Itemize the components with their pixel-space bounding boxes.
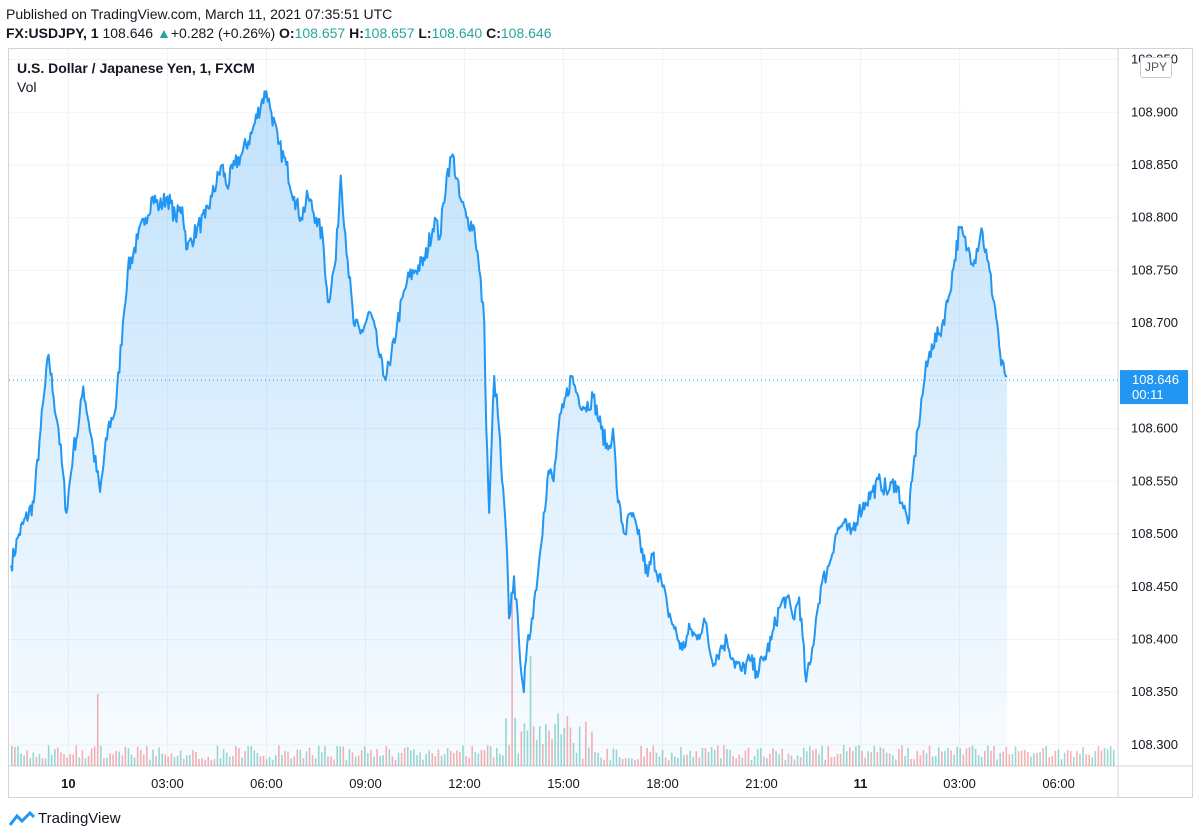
x-tick-label: 09:00 — [349, 776, 382, 791]
y-tick-label: 108.550 — [1131, 473, 1178, 488]
y-tick-label: 108.450 — [1131, 579, 1178, 594]
volume-bar — [1103, 747, 1106, 766]
volume-bar — [1079, 753, 1081, 766]
open-value: 108.657 — [294, 25, 346, 41]
high-value: 108.657 — [363, 25, 415, 41]
volume-bar — [1045, 746, 1048, 766]
volume-bar — [1036, 752, 1038, 766]
volume-bar — [1014, 746, 1017, 766]
last-price: 108.646 — [102, 25, 154, 41]
close-value: 108.646 — [500, 25, 552, 41]
volume-bar — [1026, 752, 1029, 766]
volume-bar — [1066, 750, 1069, 766]
x-tick-label: 03:00 — [943, 776, 976, 791]
change-up-icon: ▲ — [156, 25, 171, 41]
published-caption: Published on TradingView.com, March 11, … — [6, 6, 393, 22]
volume-label: Vol — [17, 79, 37, 95]
x-tick-label: 10 — [61, 776, 75, 791]
tradingview-logo-icon — [8, 810, 36, 826]
price-line — [10, 90, 1008, 694]
x-tick-label: 03:00 — [151, 776, 184, 791]
volume-bar — [1017, 750, 1020, 766]
volume-bar — [1097, 746, 1100, 766]
chart-title: U.S. Dollar / Japanese Yen, 1, FXCM — [17, 60, 255, 76]
volume-bar — [1057, 749, 1060, 766]
volume-bar — [1063, 752, 1066, 766]
volume-bar — [1039, 752, 1041, 766]
volume-bar — [1011, 754, 1014, 766]
y-tick-label: 108.300 — [1131, 737, 1178, 752]
x-tick-label: 21:00 — [745, 776, 778, 791]
volume-bar — [1109, 746, 1112, 766]
volume-bar — [1020, 750, 1023, 766]
x-tick-label: 06:00 — [250, 776, 283, 791]
high-label: H: — [349, 25, 364, 41]
x-tick-label: 12:00 — [448, 776, 481, 791]
y-tick-label: 108.400 — [1131, 631, 1178, 646]
y-tick-label: 108.500 — [1131, 526, 1178, 541]
last-price-badge — [1120, 370, 1188, 405]
volume-bar — [1054, 750, 1057, 766]
x-tick-label: 11 — [854, 776, 868, 791]
y-tick-label: 108.900 — [1131, 104, 1178, 119]
last-price-label: 108.646 — [1132, 372, 1179, 387]
tradingview-logo[interactable]: TradingView — [8, 810, 121, 827]
price-area-fill — [11, 91, 1008, 766]
y-tick-label: 108.600 — [1131, 421, 1178, 436]
y-tick-label: 108.700 — [1131, 315, 1178, 330]
volume-bar — [1060, 759, 1063, 766]
x-tick-label: 15:00 — [547, 776, 580, 791]
close-label: C: — [486, 25, 501, 41]
volume-bar — [1094, 751, 1097, 766]
quote-bar: FX:USDJPY, 1 108.646 ▲+0.282 (+0.26%) O:… — [6, 25, 551, 41]
volume-bar — [1042, 747, 1044, 766]
volume-bar — [1100, 750, 1103, 766]
volume-bar — [1033, 753, 1035, 766]
volume-bar — [1008, 754, 1011, 766]
x-tick-label: 18:00 — [646, 776, 679, 791]
volume-bar — [1088, 754, 1090, 766]
symbol-label: FX:USDJPY, 1 — [6, 25, 99, 41]
volume-bar — [1082, 747, 1084, 766]
brand-label: TradingView — [38, 810, 121, 827]
open-label: O: — [279, 25, 295, 41]
low-label: L: — [418, 25, 432, 41]
y-tick-label: 108.850 — [1131, 157, 1178, 172]
y-tick-label: 108.800 — [1131, 210, 1178, 225]
y-tick-label: 108.750 — [1131, 262, 1178, 277]
volume-bar — [1076, 751, 1078, 766]
volume-bar — [1030, 756, 1032, 766]
volume-bar — [1085, 754, 1087, 766]
volume-bar — [1091, 757, 1094, 766]
volume-bar — [1112, 749, 1115, 766]
change-value: +0.282 (+0.26%) — [170, 25, 276, 41]
volume-bar — [1106, 749, 1109, 766]
chart-frame — [8, 48, 1193, 798]
volume-bar — [1023, 749, 1026, 766]
volume-bar — [1069, 751, 1072, 766]
volume-bar — [1048, 757, 1051, 766]
low-value: 108.640 — [431, 25, 483, 41]
x-tick-label: 06:00 — [1042, 776, 1075, 791]
currency-badge[interactable]: JPY — [1140, 57, 1172, 78]
volume-bar — [1051, 756, 1054, 766]
bar-countdown-label: 00:11 — [1132, 387, 1164, 402]
y-tick-label: 108.350 — [1131, 684, 1178, 699]
volume-bar — [1073, 756, 1075, 766]
